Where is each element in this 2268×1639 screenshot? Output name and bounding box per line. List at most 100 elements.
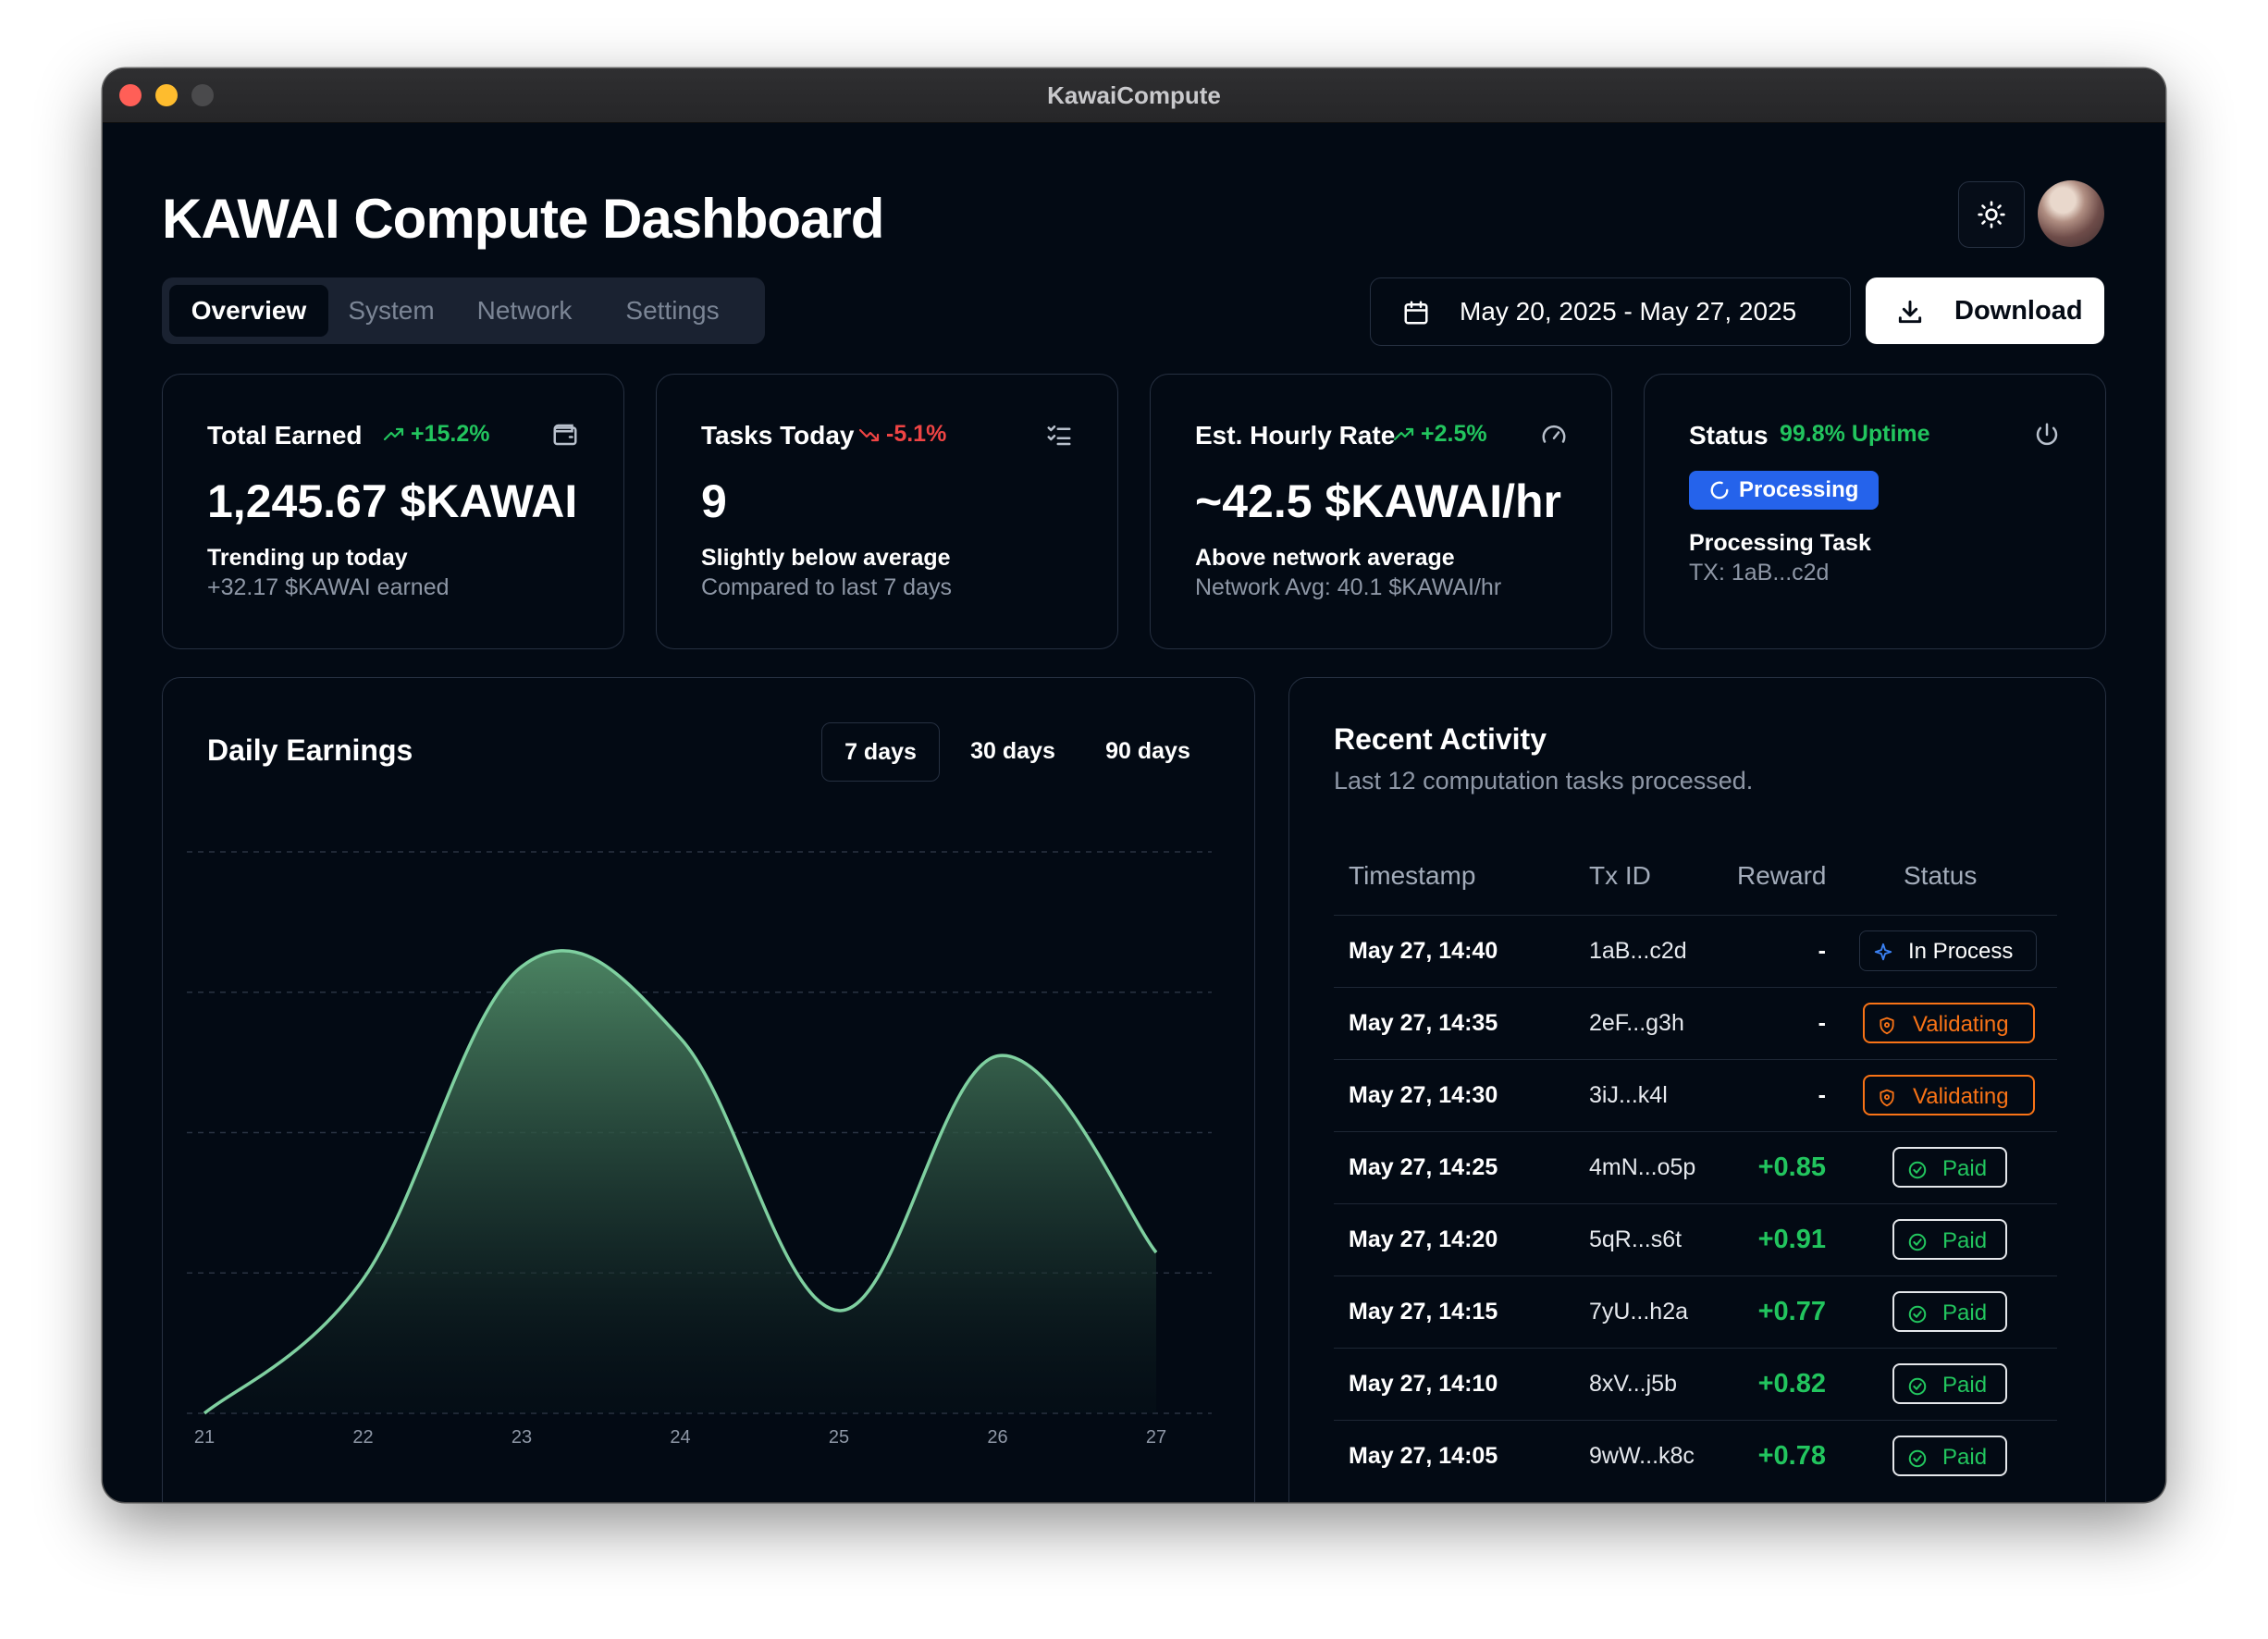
stat-detail: Network Avg: 40.1 $KAWAI/hr bbox=[1195, 574, 1502, 600]
table-row[interactable]: May 27, 14:10 8xV...j5b +0.82 Paid bbox=[1334, 1348, 2057, 1420]
stat-subtitle: Trending up today bbox=[207, 545, 408, 571]
wallet-icon bbox=[553, 424, 577, 446]
x-tick-label: 25 bbox=[829, 1427, 849, 1448]
stat-trend: +15.2% bbox=[383, 421, 490, 448]
activity-subtitle: Last 12 computation tasks processed. bbox=[1334, 767, 1754, 795]
row-timestamp: May 27, 14:10 bbox=[1349, 1371, 1498, 1397]
trending-up-icon bbox=[1393, 428, 1414, 441]
date-range-picker[interactable]: May 20, 2025 - May 27, 2025 bbox=[1370, 277, 1851, 346]
row-reward: +0.78 bbox=[1757, 1441, 1826, 1471]
column-header-tx-id: Tx ID bbox=[1589, 861, 1651, 890]
row-timestamp: May 27, 14:40 bbox=[1349, 938, 1498, 964]
row-tx-id: 1aB...c2d bbox=[1589, 938, 1687, 964]
row-tx-id: 7yU...h2a bbox=[1589, 1299, 1689, 1325]
table-row[interactable]: May 27, 14:30 3iJ...k4l - Validating bbox=[1334, 1059, 2057, 1131]
status-badge: Paid bbox=[1892, 1291, 2007, 1332]
row-timestamp: May 27, 14:15 bbox=[1349, 1299, 1498, 1325]
theme-toggle-button[interactable] bbox=[1958, 181, 2025, 248]
zoom-window-button[interactable] bbox=[191, 84, 214, 106]
status-badge: In Process bbox=[1859, 930, 2037, 971]
tab-system[interactable]: System bbox=[348, 296, 435, 325]
uptime-label: 99.8% Uptime bbox=[1780, 421, 1930, 447]
row-timestamp: May 27, 14:25 bbox=[1349, 1154, 1498, 1180]
stat-detail: Compared to last 7 days bbox=[701, 574, 952, 600]
tab-network[interactable]: Network bbox=[476, 296, 573, 325]
table-row[interactable]: May 27, 14:40 1aB...c2d - In Process bbox=[1334, 915, 2057, 987]
row-reward: +0.91 bbox=[1757, 1225, 1826, 1254]
row-reward: +0.77 bbox=[1757, 1297, 1826, 1326]
sparkle-icon bbox=[1874, 943, 1892, 961]
row-reward: +0.85 bbox=[1757, 1152, 1826, 1182]
page-title: KAWAI Compute Dashboard bbox=[162, 188, 884, 250]
dashboard-content: KAWAI Compute Dashboard Overview System … bbox=[103, 122, 2165, 1502]
table-row[interactable]: May 27, 14:35 2eF...g3h - Validating bbox=[1334, 987, 2057, 1059]
stat-subtitle: Above network average bbox=[1195, 545, 1455, 571]
x-tick-label: 27 bbox=[1146, 1427, 1166, 1448]
minimize-window-button[interactable] bbox=[155, 84, 178, 106]
table-row[interactable]: May 27, 14:15 7yU...h2a +0.77 Paid bbox=[1334, 1275, 2057, 1348]
row-reward: - bbox=[1818, 1082, 1826, 1108]
stat-value: 1,245.67 $KAWAI bbox=[207, 475, 578, 527]
daily-earnings-chart: 21 22 23 24 25 26 27 bbox=[187, 851, 1212, 1448]
processing-badge: Processing bbox=[1689, 471, 1880, 510]
trending-up-icon bbox=[383, 428, 404, 441]
tab-overview[interactable]: Overview bbox=[169, 285, 328, 337]
column-header-status: Status bbox=[1904, 861, 1978, 890]
row-timestamp: May 27, 14:20 bbox=[1349, 1226, 1498, 1252]
date-range-label: May 20, 2025 - May 27, 2025 bbox=[1460, 297, 1797, 326]
earnings-line bbox=[203, 949, 1158, 1415]
window-title: KawaiCompute bbox=[1047, 81, 1221, 109]
status-badge: Paid bbox=[1892, 1436, 2007, 1476]
stat-subtitle: Slightly below average bbox=[701, 545, 951, 571]
table-row[interactable]: May 27, 14:25 4mN...o5p +0.85 Paid bbox=[1334, 1131, 2057, 1203]
row-tx-id: 5qR...s6t bbox=[1589, 1226, 1683, 1252]
range-90-days-button[interactable]: 90 days bbox=[1105, 738, 1190, 764]
x-tick-label: 23 bbox=[512, 1427, 532, 1448]
table-row[interactable]: May 27, 14:20 5qR...s6t +0.91 Paid bbox=[1334, 1203, 2057, 1275]
daily-earnings-card: Daily Earnings 7 days 30 days 90 days 21… bbox=[162, 677, 1255, 1502]
column-header-timestamp: Timestamp bbox=[1349, 861, 1476, 890]
status-badge: Paid bbox=[1892, 1219, 2007, 1260]
activity-table-body: May 27, 14:40 1aB...c2d - In Process May 27,… bbox=[1334, 915, 2057, 1492]
download-button[interactable]: Download bbox=[1866, 277, 2104, 344]
status-badge: Paid bbox=[1892, 1363, 2007, 1404]
stat-detail: TX: 1aB...c2d bbox=[1689, 560, 1830, 585]
user-avatar[interactable] bbox=[2038, 180, 2104, 247]
stat-subtitle: Processing Task bbox=[1689, 530, 1871, 556]
table-row[interactable]: May 27, 14:05 9wW...k8c +0.78 Paid bbox=[1334, 1420, 2057, 1492]
power-icon bbox=[2036, 423, 2058, 446]
shield-icon bbox=[1880, 1089, 1894, 1107]
stat-title: Est. Hourly Rate bbox=[1195, 421, 1396, 450]
activity-title: Recent Activity bbox=[1334, 722, 1547, 756]
check-circle-icon bbox=[1908, 1233, 1927, 1251]
row-reward: - bbox=[1818, 938, 1826, 964]
download-icon bbox=[1898, 300, 1922, 324]
row-timestamp: May 27, 14:05 bbox=[1349, 1443, 1498, 1469]
check-circle-icon bbox=[1908, 1377, 1927, 1396]
stat-title: Status bbox=[1689, 421, 1769, 450]
range-7-days-button[interactable]: 7 days bbox=[821, 722, 940, 782]
close-window-button[interactable] bbox=[119, 84, 142, 106]
stat-value: ~42.5 $KAWAI/hr bbox=[1195, 475, 1561, 527]
check-circle-icon bbox=[1908, 1161, 1927, 1179]
stat-trend: -5.1% bbox=[858, 421, 946, 448]
sun-icon bbox=[1978, 201, 2005, 228]
checklist-icon bbox=[1047, 425, 1071, 446]
status-badge: Paid bbox=[1892, 1147, 2007, 1188]
row-tx-id: 2eF...g3h bbox=[1589, 1010, 1684, 1036]
range-30-days-button[interactable]: 30 days bbox=[970, 738, 1055, 764]
row-timestamp: May 27, 14:35 bbox=[1349, 1010, 1498, 1036]
tab-settings[interactable]: Settings bbox=[625, 296, 720, 325]
stat-trend: +2.5% bbox=[1393, 421, 1487, 448]
stat-card-total-earned: Total Earned +15.2% 1,245.67 $KAWAI Tren… bbox=[162, 374, 624, 649]
calendar-icon bbox=[1404, 301, 1428, 325]
recent-activity-card: Recent Activity Last 12 computation task… bbox=[1288, 677, 2106, 1502]
stat-detail: +32.17 $KAWAI earned bbox=[207, 574, 450, 600]
stat-title: Tasks Today bbox=[701, 421, 855, 450]
x-tick-label: 24 bbox=[670, 1427, 690, 1448]
row-reward: +0.82 bbox=[1757, 1369, 1826, 1399]
row-timestamp: May 27, 14:30 bbox=[1349, 1082, 1498, 1108]
stat-title: Total Earned bbox=[207, 421, 363, 450]
status-badge: Validating bbox=[1863, 1075, 2035, 1115]
shield-icon bbox=[1880, 1017, 1894, 1035]
